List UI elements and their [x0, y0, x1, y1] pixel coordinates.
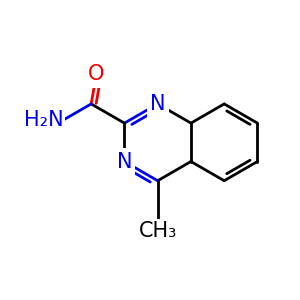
Text: N: N	[150, 94, 165, 114]
Text: N: N	[117, 152, 132, 172]
Text: O: O	[88, 64, 105, 84]
Text: H₂N: H₂N	[24, 110, 64, 130]
Text: CH₃: CH₃	[139, 221, 177, 241]
